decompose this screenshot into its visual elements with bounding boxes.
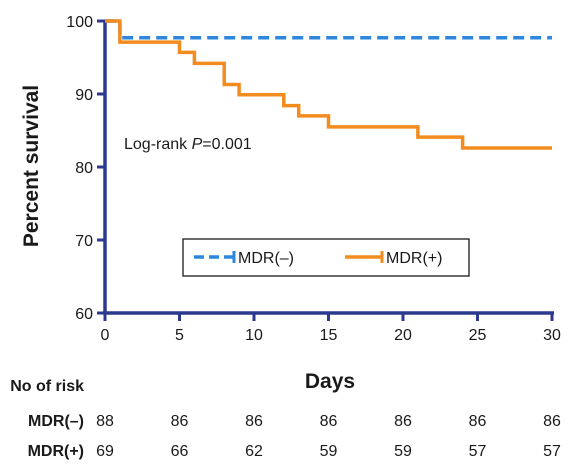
- risk-cell: 86: [245, 413, 263, 430]
- logrank-p: P: [192, 136, 203, 153]
- y-tick-label: 100: [66, 14, 93, 31]
- risk-cell: 57: [543, 443, 561, 460]
- y-tick-label: 80: [75, 160, 93, 177]
- y-tick-label: 70: [75, 233, 93, 250]
- y-tick-label: 90: [75, 87, 93, 104]
- risk-cell: 59: [394, 443, 412, 460]
- y-tick-label: 60: [75, 306, 93, 323]
- risk-cell: 86: [171, 413, 189, 430]
- logrank-prefix: Log-rank: [124, 136, 192, 153]
- risk-cell: 66: [171, 443, 189, 460]
- risk-cell: 57: [469, 443, 487, 460]
- x-tick-label: 5: [175, 327, 184, 344]
- x-axis-title: Days: [305, 370, 355, 393]
- risk-table: MDR(–) 88 86 86 86 86 86 86 MDR(+) 69 66 62 59 59 57 57: [28, 413, 561, 460]
- legend: MDR(–) MDR(+): [182, 238, 470, 277]
- x-tick-label: 30: [543, 327, 561, 344]
- y-axis-title: Percent survival: [20, 85, 43, 247]
- risk-cell: 86: [469, 413, 487, 430]
- legend-label-mdr-pos: MDR(+): [386, 250, 442, 267]
- series-line-mdr-pos: [105, 19, 552, 150]
- x-tick-label: 15: [320, 327, 338, 344]
- risk-table-title: No of risk: [10, 378, 84, 395]
- risk-cell: 86: [543, 413, 561, 430]
- risk-row-name: MDR(+): [28, 443, 84, 460]
- x-tick-label: 20: [394, 327, 412, 344]
- x-tick-label: 25: [469, 327, 487, 344]
- risk-cell: 62: [245, 443, 263, 460]
- risk-cell: 59: [320, 443, 338, 460]
- x-tick-label: 0: [101, 327, 110, 344]
- risk-cell: 86: [320, 413, 338, 430]
- risk-cell: 86: [394, 413, 412, 430]
- series-line-mdr-neg: [105, 19, 552, 40]
- risk-cell: 69: [96, 443, 114, 460]
- logrank-annotation: Log-rank P=0.001: [124, 136, 252, 153]
- logrank-value: =0.001: [202, 136, 251, 153]
- risk-cell: 88: [96, 413, 114, 430]
- risk-row-name: MDR(–): [28, 413, 84, 430]
- x-tick-label: 10: [245, 327, 263, 344]
- legend-label-mdr-neg: MDR(–): [238, 250, 294, 267]
